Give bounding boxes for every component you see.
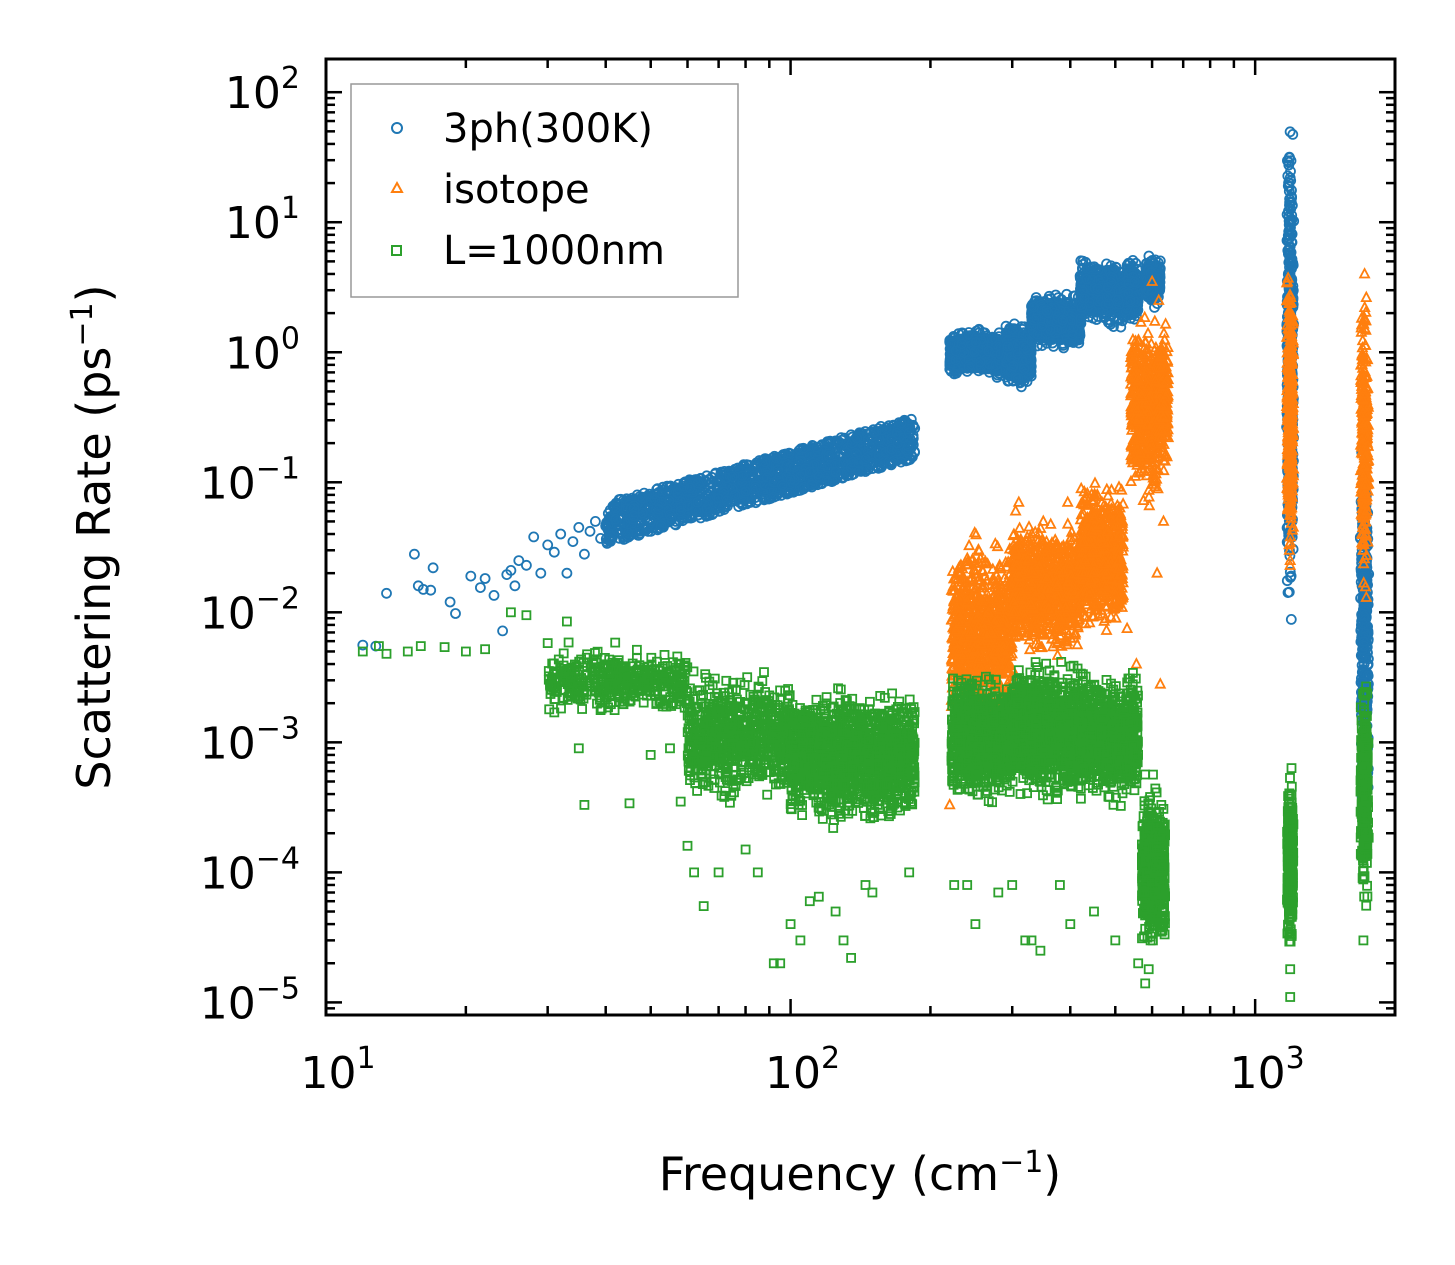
- plot-points: [357, 126, 1375, 1002]
